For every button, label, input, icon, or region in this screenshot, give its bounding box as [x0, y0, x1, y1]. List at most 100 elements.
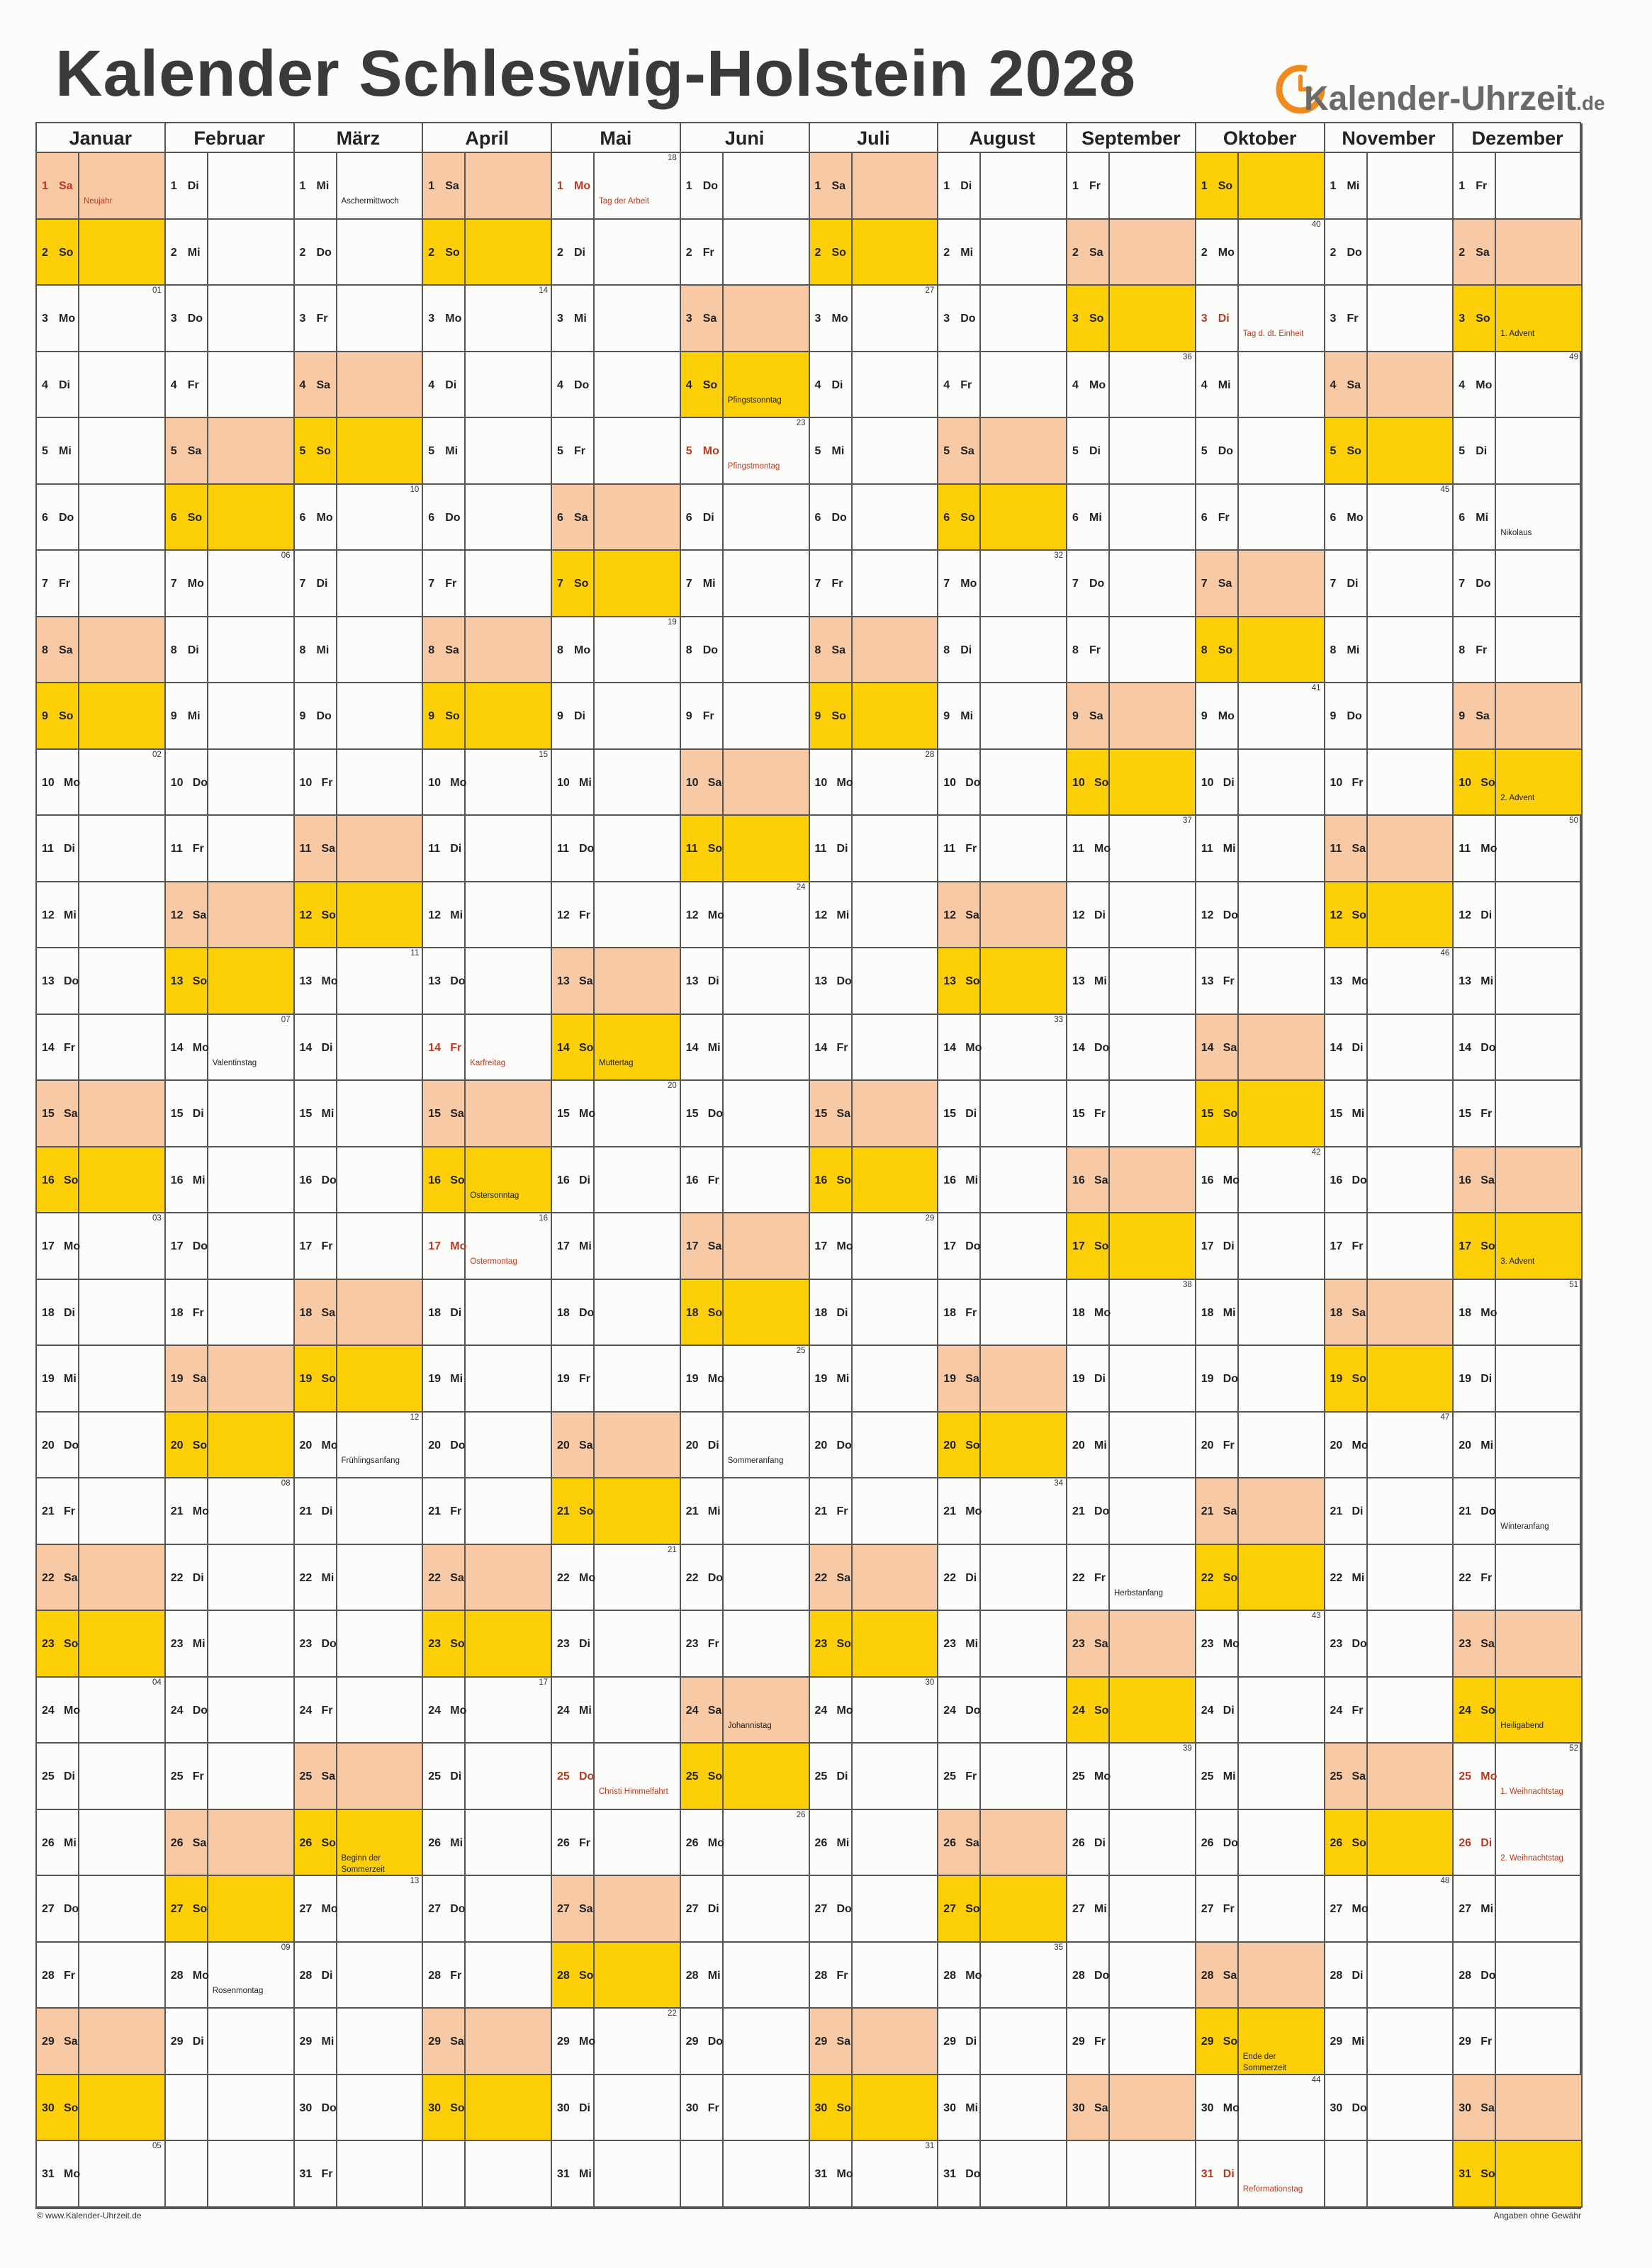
day-number-box	[552, 1081, 595, 1146]
day-number: 9	[814, 710, 821, 722]
weekday-label: Di	[579, 2101, 590, 2114]
day-number: 2	[814, 246, 821, 259]
day-number: 25	[1072, 1770, 1085, 1783]
event-area	[337, 551, 422, 616]
event-area	[208, 683, 293, 748]
day-number: 13	[1459, 975, 1472, 987]
day-cell: 18 Di	[809, 1279, 939, 1346]
event-area	[1239, 816, 1324, 881]
day-number: 5	[814, 445, 821, 457]
weekday-label: Fr	[836, 1969, 848, 1982]
day-number-box	[1067, 286, 1110, 351]
day-cell: 1 Di	[165, 153, 295, 220]
event-area	[981, 882, 1066, 947]
weekday-label: Di	[1094, 1836, 1106, 1849]
day-number-box	[1454, 1876, 1497, 1941]
day-number: 30	[557, 2101, 570, 2114]
day-number-box	[552, 882, 595, 947]
event-area	[208, 286, 293, 351]
event-area	[1496, 1943, 1581, 2008]
day-number-box	[37, 1346, 79, 1411]
day-number: 12	[1201, 909, 1214, 921]
day-number-box	[681, 1478, 724, 1544]
weekday-label: Di	[1223, 1240, 1235, 1252]
day-number: 1	[170, 180, 177, 192]
day-number: 23	[557, 1638, 570, 1650]
day-number: 3	[1201, 313, 1208, 325]
logo[interactable]: Kalender-Uhrzeit.de	[1272, 57, 1605, 120]
day-number-box	[552, 1478, 595, 1544]
day-number-box	[165, 484, 208, 549]
weekday-label: Sa	[836, 2036, 851, 2048]
day-cell: 22 Do	[680, 1544, 810, 1611]
day-cell: 12 So	[1325, 882, 1454, 948]
weekday-label: Fr	[321, 1240, 333, 1252]
day-number-box	[1196, 551, 1239, 616]
day-cell: 17 Sa	[680, 1213, 810, 1280]
day-cell: 16 Mo 42	[1196, 1147, 1325, 1213]
event-area	[853, 816, 938, 881]
day-number-box	[1196, 1677, 1239, 1742]
weekday-label: Mi	[965, 2101, 979, 2114]
weekday-label: Mo	[1089, 378, 1106, 391]
day-cell: 5 Di	[1067, 418, 1196, 485]
weekday-label: Do	[965, 776, 981, 789]
event-area	[208, 1744, 293, 1809]
weekday-label: So	[1223, 1108, 1238, 1120]
day-number-box	[1067, 1809, 1110, 1875]
day-number: 19	[42, 1373, 55, 1385]
day-number: 1	[1201, 180, 1208, 192]
weekday-label: Sa	[321, 1306, 336, 1319]
day-number: 28	[1330, 1969, 1343, 1982]
day-cell: 10 Fr	[294, 749, 424, 816]
day-cell: 14 Mo 33	[938, 1014, 1067, 1081]
day-number-box	[295, 1478, 337, 1544]
weekday-label: Mo	[64, 776, 81, 789]
day-number-box	[423, 1279, 466, 1344]
event-area	[79, 816, 164, 881]
day-number: 21	[1201, 1505, 1214, 1517]
day-cell: 6 Di	[680, 484, 810, 551]
weekday-label: Mi	[59, 445, 72, 457]
weekday-label: Mo	[1218, 710, 1235, 722]
day-number-box	[37, 1147, 79, 1212]
day-number-box	[37, 1279, 79, 1344]
day-number: 19	[299, 1373, 313, 1385]
weekday-label: Sa	[579, 975, 593, 987]
weekday-label: Sa	[59, 180, 73, 192]
event-area	[981, 1545, 1066, 1610]
day-number: 27	[943, 1903, 957, 1915]
weekday-label: Sa	[707, 776, 722, 789]
event-area	[853, 551, 938, 616]
event-area	[595, 2141, 680, 2206]
day-number: 26	[943, 1836, 957, 1849]
day-number: 10	[1330, 776, 1343, 789]
event-area	[595, 948, 680, 1014]
weekday-label: Sa	[316, 378, 331, 391]
day-number: 8	[170, 644, 177, 656]
day-number-box	[938, 1478, 982, 1544]
event-area	[595, 816, 680, 881]
day-cell: 30 So	[809, 2075, 939, 2141]
weekday-label: Fr	[831, 578, 843, 590]
weekday-label: Fr	[316, 313, 328, 325]
day-number: 2	[1459, 246, 1466, 259]
day-cell: 13 Do	[809, 948, 939, 1015]
event-area	[1110, 1611, 1195, 1676]
day-cell: 26 Mo 26	[680, 1809, 810, 1876]
weekday-label: Fr	[1476, 644, 1488, 656]
weekday-label: Sa	[965, 1836, 979, 1849]
weekday-label: Mo	[1480, 1306, 1498, 1319]
weekday-label: Sa	[579, 1903, 593, 1915]
day-number: 20	[943, 1439, 957, 1452]
day-cell: 14 Di	[294, 1014, 424, 1081]
weekday-label: So	[836, 1174, 851, 1186]
day-number: 18	[1072, 1306, 1085, 1319]
weekday-label: Sa	[450, 1108, 464, 1120]
weekday-label: Mo	[1223, 1174, 1240, 1186]
day-number-box	[165, 1809, 208, 1875]
day-cell: 11 Sa	[294, 816, 424, 882]
day-cell: 4 Do	[552, 352, 681, 418]
event-area	[337, 1876, 422, 1941]
day-number-box	[1325, 1346, 1368, 1411]
